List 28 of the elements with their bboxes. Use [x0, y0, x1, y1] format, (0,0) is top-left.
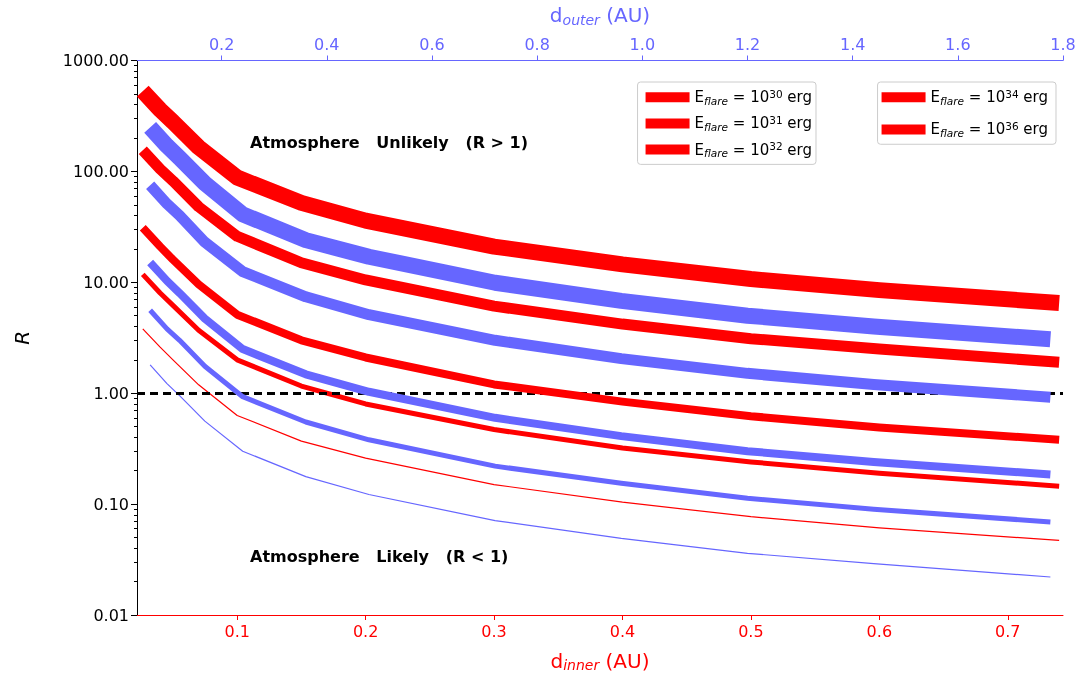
x2-tick-label: 1.8 — [1050, 35, 1076, 54]
y-tick-label: 1.00 — [93, 383, 129, 403]
x2-tick-label: 0.2 — [208, 35, 235, 54]
x-tick-label: 0.3 — [481, 621, 507, 641]
x2-tick-label: 0.8 — [524, 35, 550, 54]
y-tick-label: 0.01 — [93, 605, 129, 625]
annotation: Atmosphere Unlikely (R > 1) — [250, 132, 529, 152]
x-tick-label: 0.5 — [738, 621, 764, 641]
x2-tick-label: 1.6 — [945, 35, 971, 54]
x-tick-label: 0.6 — [866, 621, 893, 641]
x2-tick-label: 1.4 — [839, 35, 866, 54]
x2-tick-label: 0.6 — [419, 35, 445, 54]
line-series — [142, 328, 1060, 542]
x-axis-title: dinner (AU) — [550, 648, 650, 673]
x-tick-label: 0.2 — [352, 621, 379, 641]
x2-tick-label: 0.4 — [314, 35, 340, 54]
x-tick-label: 0.7 — [995, 621, 1021, 641]
x2-tick-label: 1.2 — [734, 35, 761, 54]
y-tick-label: 0.10 — [93, 494, 129, 514]
y-tick-label: 100.00 — [73, 161, 129, 181]
x2-axis-title: douter (AU) — [549, 3, 651, 28]
annotation: Atmosphere Likely (R < 1) — [250, 546, 509, 566]
x-tick-label: 0.1 — [224, 621, 250, 641]
y-tick-label: 1000.00 — [62, 51, 129, 70]
x2-tick-label: 1.0 — [629, 35, 656, 54]
y-axis-title: R — [10, 330, 34, 345]
y-tick-label: 10.00 — [83, 272, 129, 292]
x-tick-label: 0.4 — [609, 621, 636, 641]
